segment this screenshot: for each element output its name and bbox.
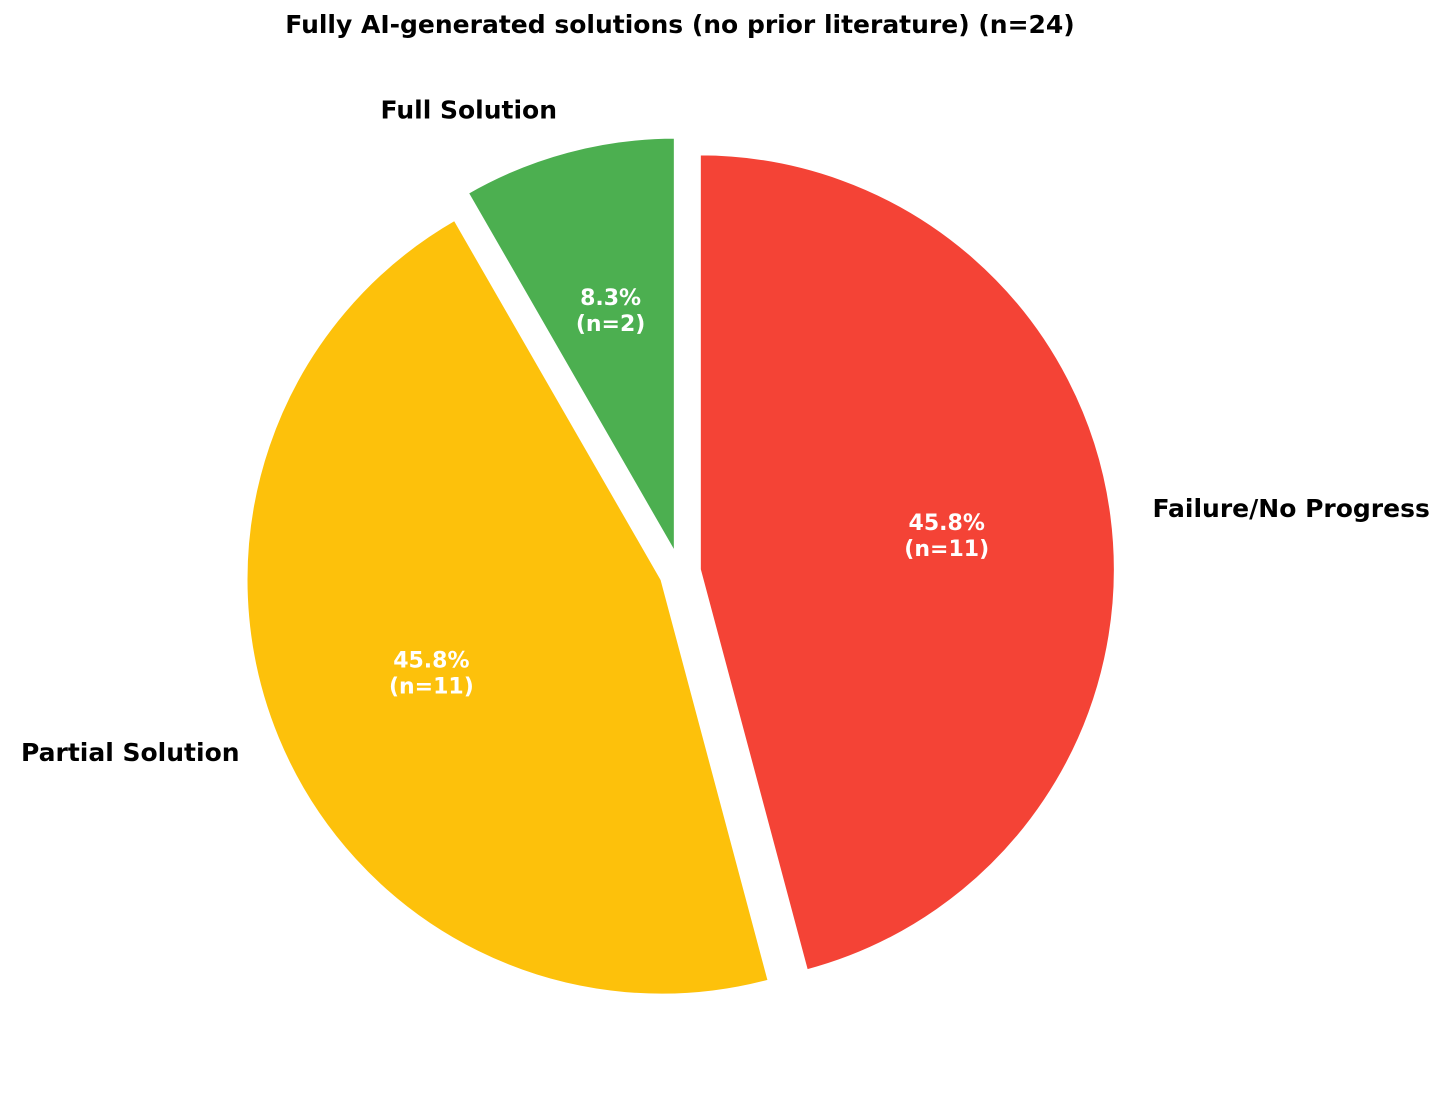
- slice-category-label: Partial Solution: [21, 738, 240, 767]
- slice-percent-label: 45.8%: [909, 511, 985, 536]
- slice-count-label: (n=2): [576, 312, 646, 337]
- pie-slice: [466, 136, 676, 557]
- pie-slice: [245, 218, 770, 996]
- pie-slice: [698, 153, 1116, 972]
- chart-title: Fully AI-generated solutions (no prior l…: [285, 10, 1075, 39]
- slice-percent-label: 45.8%: [393, 649, 469, 674]
- slice-category-label: Full Solution: [381, 96, 558, 125]
- slice-percent-label: 8.3%: [580, 286, 641, 311]
- slice-category-label: Failure/No Progress: [1152, 494, 1429, 523]
- slice-count-label: (n=11): [904, 537, 989, 562]
- slice-count-label: (n=11): [389, 675, 474, 700]
